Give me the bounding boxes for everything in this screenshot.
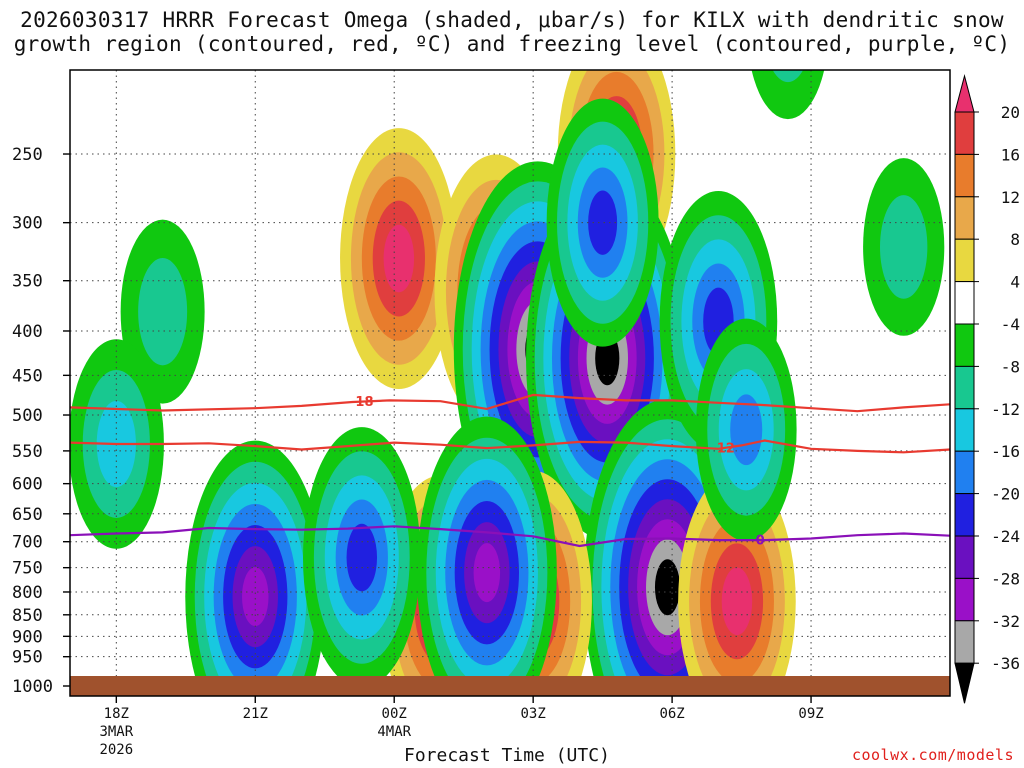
y-tick-label: 300 [12, 214, 43, 234]
colorbar-swatch [954, 365, 975, 410]
y-tick-label: 650 [12, 505, 43, 525]
omega-shade-level [473, 543, 501, 603]
contour-lines: -18 -12 0 [70, 393, 950, 549]
colorbar-swatch [954, 196, 975, 240]
colorbar-label: -24 [991, 527, 1020, 546]
colorbar-label: -36 [991, 654, 1020, 673]
omega-shade-level [730, 394, 763, 466]
dendritic-contour--12-label: -12 [711, 442, 735, 457]
plot-frame [69, 69, 951, 697]
y-tick-label: 900 [12, 627, 43, 647]
colorbar-swatch [954, 281, 975, 325]
colorbar-label: -28 [991, 569, 1020, 588]
freezing-level-contour [70, 525, 950, 548]
y-tick-label: 1000 [12, 677, 53, 697]
colorbar-label: -4 [1001, 315, 1020, 334]
dendritic-contour--18-label: -18 [350, 395, 374, 410]
colorbar-swatch [954, 153, 975, 198]
y-tick-label: 800 [12, 583, 43, 603]
colorbar-label: -12 [991, 400, 1020, 419]
omega-shade-level [588, 190, 618, 255]
dendritic-contour--12 [70, 439, 950, 454]
x-axis-title: Forecast Time (UTC) [404, 745, 610, 766]
x-tick-label: 00Z [382, 706, 407, 722]
source-credit[interactable]: coolwx.com/models [851, 746, 1014, 764]
omega-shade-level [721, 567, 753, 636]
colorbar-swatch [954, 111, 975, 155]
colorbar-swatch [954, 323, 975, 367]
x-tick-year: 2026 [99, 742, 133, 758]
colorbar-swatch [954, 450, 975, 495]
omega-shade-level [751, 70, 825, 120]
x-tick-label: 03Z [521, 706, 546, 722]
omega-feature-rising-0 [340, 128, 458, 389]
y-tick-label: 600 [12, 475, 43, 495]
dendritic-contour--18 [70, 393, 950, 413]
x-tick-label: 06Z [659, 706, 684, 722]
colorbar-label: 8 [1010, 230, 1020, 249]
colorbar-label: 4 [1010, 273, 1020, 292]
grid-lines [70, 70, 950, 676]
x-axis: 18Z 3MAR 2026 21Z 00Z 4MAR 03Z 06Z 09Z [99, 696, 824, 758]
colorbar-label: 20 [1001, 103, 1020, 122]
colorbar-label: -32 [991, 612, 1020, 631]
colorbar-label: -8 [1001, 357, 1020, 376]
y-tick-label: 750 [12, 559, 43, 579]
x-tick-date: 3MAR [99, 724, 133, 740]
y-tick-label: 400 [12, 322, 43, 342]
colorbar-swatch [954, 620, 975, 664]
colorbar-label: 12 [1001, 188, 1020, 207]
y-axis: 2503003504004505005506006507007508008509… [12, 145, 70, 697]
y-tick-label: 550 [12, 442, 43, 462]
colorbar-swatch [954, 535, 975, 579]
omega-shade-level [383, 224, 415, 293]
omega-shade-level [138, 258, 188, 366]
omega-field [70, 70, 945, 676]
x-tick-date: 4MAR [377, 724, 411, 740]
omega-feature-sinking-11 [303, 427, 421, 676]
x-tick-label: 09Z [798, 706, 823, 722]
colorbar-swatch [954, 493, 975, 537]
y-tick-label: 700 [12, 533, 43, 553]
omega-shade-level [242, 567, 269, 627]
colorbar-label: 16 [1001, 145, 1020, 164]
y-tick-label: 500 [12, 406, 43, 426]
omega-feature-sinking-18 [751, 70, 825, 120]
colorbar-swatch [954, 577, 975, 622]
y-tick-label: 350 [12, 272, 43, 292]
colorbar-swatch [954, 238, 975, 283]
omega-feature-sinking-17 [863, 158, 945, 336]
colorbar: 20 16 12 8 4 -4 -8 -12 -16 -20 -24 -28 -32 -36 [954, 74, 1020, 704]
omega-shade-level [346, 523, 378, 592]
freezing-level-contour-label: 0 [756, 534, 765, 549]
chart-title-line-1: 2026030317 HRRR Forecast Omega (shaded, … [20, 8, 1004, 32]
colorbar-bottom-arrow [954, 662, 975, 704]
omega-feature-sinking-12 [546, 98, 659, 347]
omega-feature-sinking-9 [185, 440, 326, 676]
colorbar-label: -20 [991, 485, 1020, 504]
chart-title-line-2: growth region (contoured, red, ºC) and f… [13, 32, 1011, 56]
y-tick-label: 850 [12, 606, 43, 626]
colorbar-label: -16 [991, 442, 1020, 461]
omega-shade-level [772, 70, 804, 83]
y-tick-label: 250 [12, 145, 43, 165]
x-tick-label: 21Z [243, 706, 268, 722]
omega-shade-level [654, 559, 680, 616]
colorbar-top-arrow [954, 74, 975, 113]
omega-feature-sinking-14 [695, 318, 797, 541]
y-tick-label: 950 [12, 648, 43, 668]
omega-shade-level [880, 195, 928, 299]
omega-feature-sinking-10 [416, 416, 557, 676]
colorbar-swatch [954, 408, 975, 452]
y-tick-label: 450 [12, 366, 43, 386]
ground-surface [70, 676, 950, 696]
x-tick-label: 18Z [104, 706, 129, 722]
